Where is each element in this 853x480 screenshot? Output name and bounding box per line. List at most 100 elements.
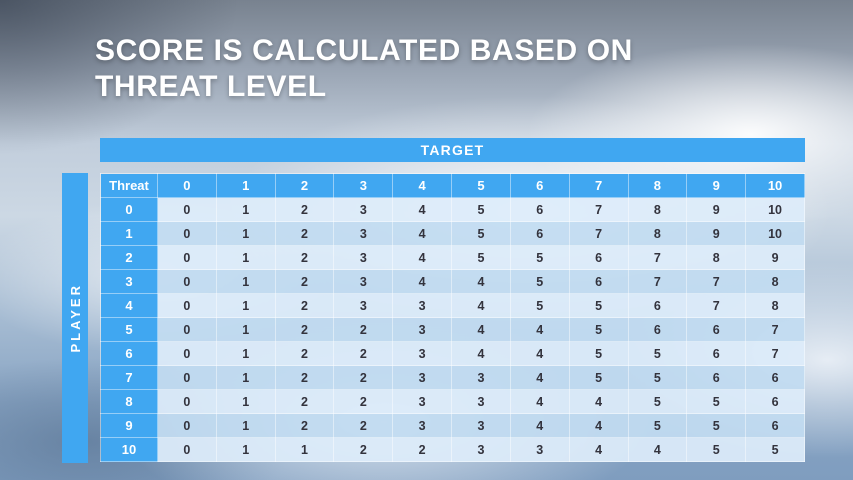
score-cell-9-3: 2 — [333, 413, 394, 438]
corner-threat-label: Threat — [100, 173, 158, 198]
player-row-header-10: 10 — [100, 437, 158, 462]
score-cell-9-8: 5 — [627, 413, 688, 438]
score-cell-4-2: 2 — [274, 293, 335, 318]
target-col-header-5: 5 — [451, 173, 511, 198]
score-cell-10-7: 4 — [568, 437, 629, 462]
target-col-header-2: 2 — [274, 173, 335, 198]
score-cell-3-8: 7 — [627, 269, 688, 294]
score-cell-1-0: 0 — [157, 221, 217, 246]
score-cell-2-8: 7 — [627, 245, 688, 270]
target-col-header-8: 8 — [627, 173, 688, 198]
score-cell-8-4: 3 — [392, 389, 453, 414]
target-col-header-4: 4 — [392, 173, 453, 198]
target-col-header-10: 10 — [745, 173, 805, 198]
score-cell-9-7: 4 — [568, 413, 629, 438]
score-cell-1-4: 4 — [392, 221, 453, 246]
score-cell-4-0: 0 — [157, 293, 217, 318]
score-cell-10-5: 3 — [451, 437, 511, 462]
score-cell-2-9: 8 — [686, 245, 747, 270]
score-cell-6-1: 1 — [215, 341, 276, 366]
player-row-header-6: 6 — [100, 341, 158, 366]
matrix-row-1: 1 0 1 2 3 4 5 6 7 8 9 10 — [100, 221, 805, 246]
score-cell-10-10: 5 — [745, 437, 805, 462]
score-cell-5-1: 1 — [215, 317, 276, 342]
score-cell-4-4: 3 — [392, 293, 453, 318]
score-cell-4-7: 5 — [568, 293, 629, 318]
score-cell-8-2: 2 — [274, 389, 335, 414]
score-cell-0-8: 8 — [627, 197, 688, 222]
score-cell-6-10: 7 — [745, 341, 805, 366]
target-header-bar: TARGET — [100, 138, 805, 162]
score-cell-3-3: 3 — [333, 269, 394, 294]
score-cell-8-8: 5 — [627, 389, 688, 414]
score-cell-4-9: 7 — [686, 293, 747, 318]
score-cell-5-8: 6 — [627, 317, 688, 342]
score-cell-5-9: 6 — [686, 317, 747, 342]
score-cell-3-5: 4 — [451, 269, 511, 294]
target-col-header-0: 0 — [157, 173, 217, 198]
score-cell-5-6: 4 — [509, 317, 570, 342]
score-cell-0-10: 10 — [745, 197, 805, 222]
score-cell-6-3: 2 — [333, 341, 394, 366]
score-cell-7-0: 0 — [157, 365, 217, 390]
player-row-header-7: 7 — [100, 365, 158, 390]
target-col-header-9: 9 — [686, 173, 747, 198]
player-header-bar: PLAYER — [62, 173, 88, 463]
score-cell-10-6: 3 — [509, 437, 570, 462]
score-cell-5-0: 0 — [157, 317, 217, 342]
score-cell-1-3: 3 — [333, 221, 394, 246]
score-cell-2-7: 6 — [568, 245, 629, 270]
score-cell-4-6: 5 — [509, 293, 570, 318]
score-matrix-table: Threat 0 1 2 3 4 5 6 7 8 9 10 0 0 1 2 3 4 5 6 7 8 9 10 1 0 1 2 3 4 5 6… — [100, 173, 805, 462]
score-matrix-header: Threat 0 1 2 3 4 5 6 7 8 9 10 — [100, 173, 805, 198]
score-cell-6-7: 5 — [568, 341, 629, 366]
target-col-header-1: 1 — [215, 173, 276, 198]
score-cell-4-8: 6 — [627, 293, 688, 318]
score-cell-3-10: 8 — [745, 269, 805, 294]
score-cell-6-2: 2 — [274, 341, 335, 366]
score-cell-7-2: 2 — [274, 365, 335, 390]
score-cell-7-6: 4 — [509, 365, 570, 390]
score-cell-1-6: 6 — [509, 221, 570, 246]
score-cell-5-2: 2 — [274, 317, 335, 342]
score-cell-8-0: 0 — [157, 389, 217, 414]
score-cell-0-4: 4 — [392, 197, 453, 222]
score-cell-2-4: 4 — [392, 245, 453, 270]
score-cell-6-9: 6 — [686, 341, 747, 366]
score-cell-2-3: 3 — [333, 245, 394, 270]
score-cell-3-1: 1 — [215, 269, 276, 294]
score-cell-3-7: 6 — [568, 269, 629, 294]
score-cell-9-4: 3 — [392, 413, 453, 438]
score-cell-7-3: 2 — [333, 365, 394, 390]
player-label: PLAYER — [67, 283, 83, 353]
score-cell-3-4: 4 — [392, 269, 453, 294]
score-cell-5-10: 7 — [745, 317, 805, 342]
matrix-row-10: 10 0 1 1 2 2 3 3 4 4 5 5 — [100, 437, 805, 462]
score-cell-5-5: 4 — [451, 317, 511, 342]
score-cell-7-5: 3 — [451, 365, 511, 390]
score-cell-4-10: 8 — [745, 293, 805, 318]
score-cell-1-9: 9 — [686, 221, 747, 246]
score-cell-10-2: 1 — [274, 437, 335, 462]
header-row: Threat 0 1 2 3 4 5 6 7 8 9 10 — [100, 173, 805, 198]
score-cell-10-9: 5 — [686, 437, 747, 462]
score-cell-2-0: 0 — [157, 245, 217, 270]
score-cell-7-8: 5 — [627, 365, 688, 390]
score-cell-3-9: 7 — [686, 269, 747, 294]
score-cell-10-1: 1 — [215, 437, 276, 462]
score-cell-0-5: 5 — [451, 197, 511, 222]
player-row-header-0: 0 — [100, 197, 158, 222]
score-cell-4-5: 4 — [451, 293, 511, 318]
score-cell-0-3: 3 — [333, 197, 394, 222]
score-cell-10-8: 4 — [627, 437, 688, 462]
score-cell-10-0: 0 — [157, 437, 217, 462]
score-cell-6-8: 5 — [627, 341, 688, 366]
score-cell-1-1: 1 — [215, 221, 276, 246]
score-cell-4-3: 3 — [333, 293, 394, 318]
